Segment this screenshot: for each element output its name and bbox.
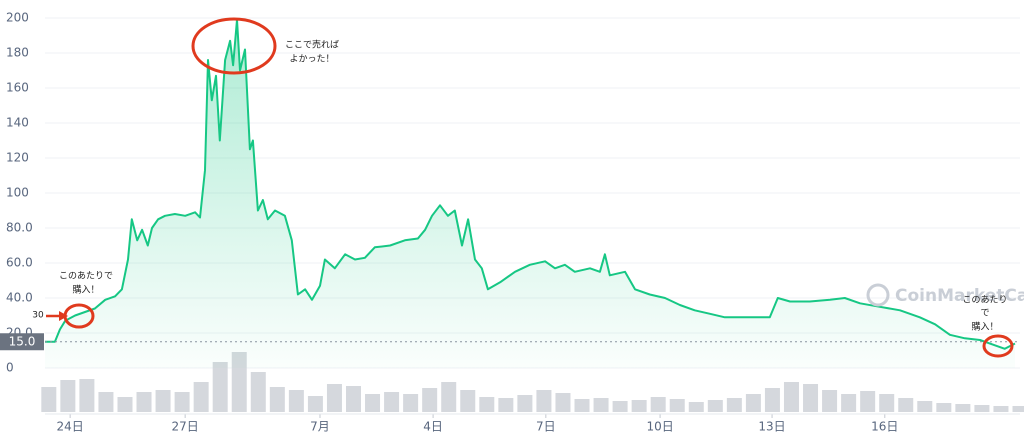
watermark-text: CoinMarketCap [895,286,1024,306]
x-tick-label: 16日 [871,420,898,434]
volume-bar [898,398,914,412]
volume-bar [326,384,342,412]
volume-bar [479,397,495,412]
x-tick-label: 10日 [646,420,673,434]
annotation: で [980,309,989,319]
volume-bar [974,405,990,412]
volume-bar [136,392,152,412]
volume-bar [631,400,647,412]
y-tick-label: 200 [6,11,29,25]
volume-bar [422,388,438,412]
y-tick-label: 140 [6,116,29,130]
volume-bar [460,390,476,412]
volume-bar [60,380,76,412]
volume-bar [745,394,761,412]
volume-bar [98,392,114,412]
volume-bar [365,394,381,412]
watermark-logo [866,283,890,307]
annotation: このあたり [962,295,1007,306]
y-tick-label: 0 [6,361,14,375]
volume-bar [174,392,190,412]
volume-bar [517,395,533,412]
volume-bar [764,388,780,412]
annotation: よかった！ [289,54,334,65]
volume-bar [269,387,285,412]
volume-bar [345,386,361,412]
highlight-circle [982,334,1014,358]
volume-bar [384,392,400,412]
volume-bar [688,402,704,412]
volume-bar [841,394,857,412]
area [45,19,1016,369]
x-tick-label: 24日 [56,420,83,434]
volume-bar [155,390,171,412]
volume-bar [707,400,723,412]
x-tick-label: 27日 [172,420,199,434]
y-tick-label: 80.0 [6,221,33,235]
watermark: CoinMarketCap [866,283,1024,307]
volume-bar [193,382,209,412]
x-tick-label: 13日 [758,420,785,434]
volume-bar [726,398,742,412]
annotation: 30 [32,311,44,321]
volume-bar [212,362,228,412]
current-price-badge [0,333,44,351]
volume-bar [403,394,419,412]
volume-bar [593,398,609,412]
x-tick-label: 7日 [536,420,556,434]
highlight-circle [63,303,95,329]
annotation: このあたりで [59,271,113,282]
volume-bar [41,387,57,412]
y-tick-label: 40.0 [6,291,33,305]
volume-bar [288,390,304,412]
volume-bar [574,399,590,412]
y-tick-label: 160 [6,81,29,95]
volume-bar [650,397,666,412]
y-tick-label: 180 [6,46,29,60]
price-line [45,18,1016,350]
volume-bar [536,390,552,412]
volume-bar [612,401,628,412]
volume-bar [783,382,799,412]
annotation: 購入！ [72,284,99,296]
y-tick-label: 120 [6,151,29,165]
current-price-label: 15.0 [9,334,36,348]
volume-bar [1012,406,1024,412]
volume-bar [555,393,571,412]
annotation: 購入！ [971,321,998,333]
volume-bar [993,406,1009,412]
y-tick-label: 60.0 [6,256,33,270]
x-tick-label: 7月 [310,420,330,434]
volume-bar [250,372,266,412]
volume-bar [860,391,876,412]
volume-bar [822,390,838,412]
volume-bars [41,352,1024,412]
plot [45,18,1020,369]
volume-bar [879,394,895,412]
volume-bar [803,384,819,412]
volume-bar [307,396,323,412]
x-tick-label: 4日 [423,420,443,434]
annotation: ここで売れば [285,39,339,51]
highlight-circle [191,17,277,75]
volume-bar [498,398,514,412]
volume-bar [917,401,933,412]
volume-bar [79,379,95,412]
volume-bar [955,404,971,412]
volume-bar [441,382,457,412]
volume-bar [669,399,685,412]
volume-bar [936,403,952,412]
y-tick-label: 100 [6,186,29,200]
volume-bar [117,397,133,412]
annotations: このあたりで 購入！ ここで売れば よかった！ このあたり で 購入！ 30 [32,17,1014,358]
